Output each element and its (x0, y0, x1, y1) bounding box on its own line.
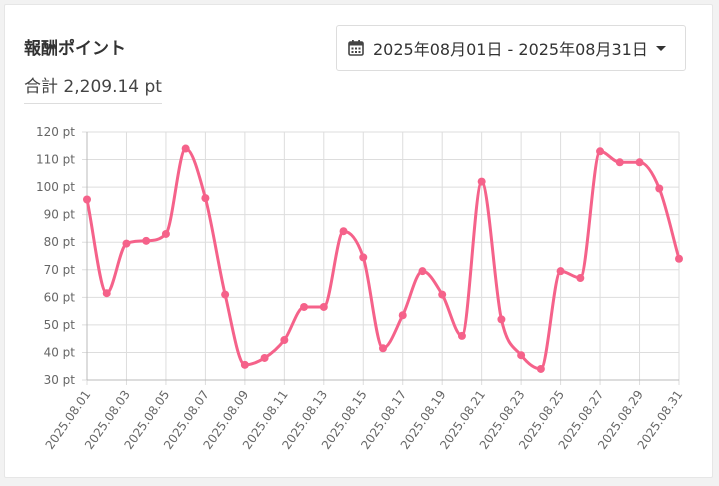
y-tick-label: 50 pt (44, 318, 76, 332)
data-point (379, 344, 387, 353)
data-point (655, 184, 664, 193)
data-point (359, 253, 368, 262)
data-point (438, 290, 447, 299)
y-tick-label: 70 pt (44, 263, 76, 277)
data-point (635, 158, 644, 167)
series-line (85, 147, 681, 371)
data-point (319, 302, 328, 311)
data-point (102, 289, 111, 298)
date-range-text: 2025年08月01日 - 2025年08月31日 (373, 40, 648, 59)
y-tick-label: 30 pt (44, 373, 76, 387)
data-point (615, 158, 624, 167)
data-point (280, 336, 289, 345)
date-range-picker[interactable]: 2025年08月01日 - 2025年08月31日 (336, 25, 686, 71)
calendar-icon (348, 40, 364, 56)
data-point (339, 227, 348, 236)
data-point (675, 254, 683, 263)
data-point (517, 351, 526, 360)
data-point (142, 236, 151, 245)
data-point (300, 302, 309, 311)
data-point (596, 147, 605, 156)
y-tick-label: 60 pt (44, 290, 76, 304)
data-point (457, 331, 466, 340)
y-tick-label: 110 pt (36, 153, 75, 167)
reward-points-card (4, 4, 713, 478)
data-point (201, 194, 210, 203)
data-point (221, 290, 230, 299)
data-point (240, 360, 249, 369)
data-point (497, 315, 506, 324)
y-tick-label: 80 pt (44, 235, 76, 249)
y-tick-label: 90 pt (44, 208, 76, 222)
data-point (576, 274, 585, 283)
y-tick-label: 120 pt (36, 125, 75, 139)
data-point (181, 144, 190, 153)
data-point (398, 311, 407, 320)
y-tick-label: 40 pt (44, 345, 76, 359)
data-point (556, 267, 565, 276)
data-point (161, 229, 170, 238)
caret-down-icon (655, 46, 666, 51)
data-point (260, 353, 269, 362)
data-point (83, 195, 91, 204)
data-point (536, 364, 545, 373)
card-title: 報酬ポイント (24, 39, 126, 59)
data-point (122, 239, 131, 248)
y-tick-label: 100 pt (36, 180, 75, 194)
total-points: 合計 2,209.14 pt (24, 72, 162, 104)
data-point (418, 267, 427, 276)
data-point (477, 177, 486, 186)
